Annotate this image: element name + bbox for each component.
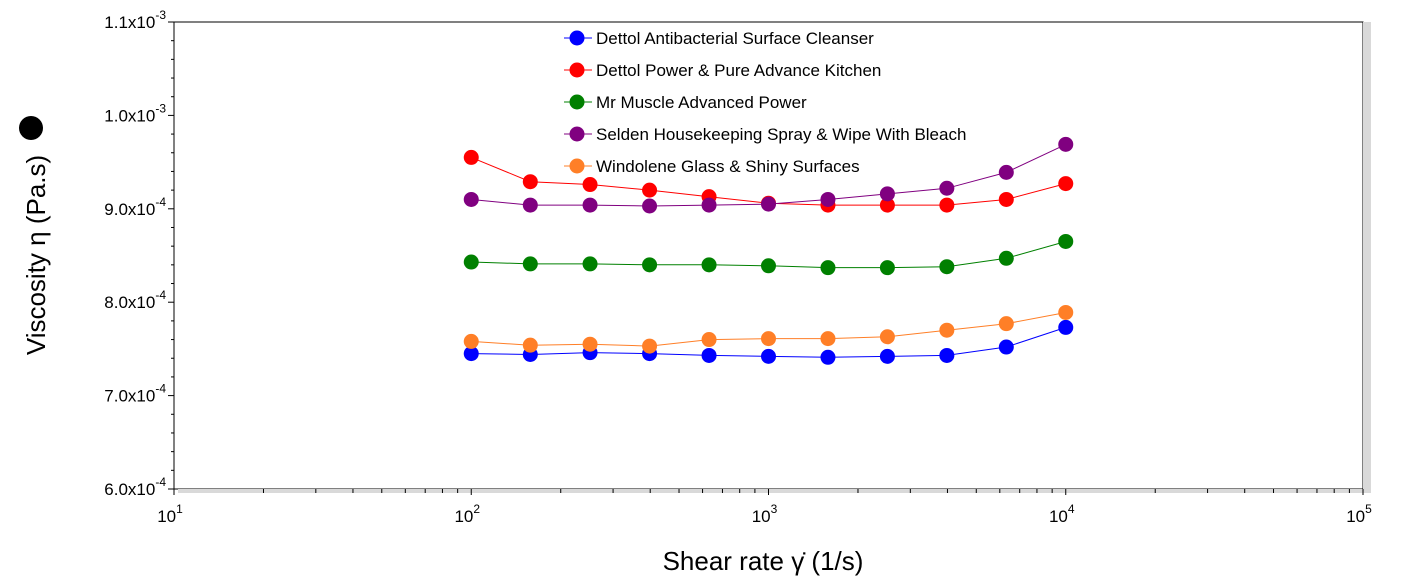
data-point	[761, 258, 776, 274]
x-tick-label: 105	[1346, 502, 1372, 526]
data-point	[463, 191, 479, 207]
y-axis: 6.0x10-4 7.0x10-4 8.0x10-4 9.0x10-4 1.0x10-3…	[104, 8, 174, 499]
legend-marker	[569, 62, 585, 78]
data-point	[879, 197, 895, 213]
data-point	[582, 336, 598, 352]
data-point	[879, 348, 895, 364]
legend: Dettol Antibacterial Surface Cleanser Det…	[564, 29, 966, 176]
series-layer	[463, 136, 1074, 365]
legend-label: Selden Housekeeping Spray & Wipe With Bl…	[596, 125, 966, 144]
data-point	[761, 348, 776, 364]
y-tick-label: 1.1x10-3	[104, 8, 166, 32]
data-point	[998, 191, 1014, 207]
y-tick-label: 7.0x10-4	[104, 382, 166, 406]
legend-label: Mr Muscle Advanced Power	[596, 93, 807, 112]
data-point	[820, 260, 836, 276]
data-point	[463, 333, 479, 349]
legend-item: Dettol Power & Pure Advance Kitchen	[564, 61, 881, 80]
plot-shadow-right	[1363, 22, 1371, 489]
data-point	[879, 186, 895, 202]
x-tick-label: 102	[454, 502, 480, 526]
data-point	[522, 256, 538, 272]
data-point	[939, 322, 955, 338]
data-point	[998, 250, 1014, 266]
legend-label: Windolene Glass & Shiny Surfaces	[596, 157, 860, 176]
data-point	[1058, 319, 1074, 335]
data-point	[939, 347, 955, 363]
legend-marker	[569, 30, 585, 46]
y-tick-label: 9.0x10-4	[104, 195, 166, 219]
data-point	[642, 182, 658, 198]
legend-marker	[569, 126, 585, 142]
series	[463, 136, 1074, 214]
data-point	[1058, 233, 1074, 249]
data-point	[879, 329, 895, 345]
data-point	[701, 347, 717, 363]
data-point	[463, 254, 479, 270]
data-point	[701, 332, 717, 348]
data-point	[998, 339, 1014, 355]
data-point	[820, 191, 836, 207]
plot-shadow-bottom	[178, 489, 1371, 493]
data-point	[1058, 176, 1074, 192]
legend-marker	[569, 94, 585, 110]
data-point	[522, 337, 538, 353]
data-point	[582, 177, 598, 193]
legend-label: Dettol Antibacterial Surface Cleanser	[596, 29, 874, 48]
legend-label: Dettol Power & Pure Advance Kitchen	[596, 61, 881, 80]
y-axis-title-marker	[19, 116, 43, 140]
y-axis-title-group: Viscosity η (Pa.s)	[19, 116, 51, 355]
legend-item: Dettol Antibacterial Surface Cleanser	[564, 29, 874, 48]
x-tick-label: 103	[752, 502, 778, 526]
series	[463, 304, 1074, 354]
data-point	[998, 164, 1014, 180]
y-tick-label: 1.0x10-3	[104, 101, 166, 125]
data-point	[642, 338, 658, 354]
legend-item: Selden Housekeeping Spray & Wipe With Bl…	[564, 125, 966, 144]
legend-marker	[569, 158, 585, 174]
data-point	[1058, 136, 1074, 152]
data-point	[582, 256, 598, 272]
data-point	[761, 196, 776, 212]
data-point	[463, 346, 479, 362]
legend-item: Mr Muscle Advanced Power	[564, 93, 807, 112]
data-point	[761, 331, 776, 347]
y-axis-title: Viscosity η (Pa.s)	[21, 155, 51, 355]
data-point	[463, 149, 479, 165]
data-point	[642, 198, 658, 214]
data-point	[820, 349, 836, 365]
data-point	[820, 331, 836, 347]
x-axis-title: Shear rate γ̇ (1/s)	[663, 546, 864, 576]
data-point	[522, 197, 538, 213]
x-tick-label: 101	[157, 502, 183, 526]
data-point	[939, 259, 955, 275]
x-tick-label: 104	[1049, 502, 1075, 526]
data-point	[939, 180, 955, 196]
legend-item: Windolene Glass & Shiny Surfaces	[564, 157, 860, 176]
data-point	[701, 257, 717, 273]
data-point	[1058, 304, 1074, 320]
data-point	[998, 316, 1014, 332]
x-axis: 101 102 103 104 105	[157, 489, 1372, 526]
data-point	[522, 174, 538, 190]
data-point	[701, 197, 717, 213]
data-point	[582, 197, 598, 213]
data-point	[939, 197, 955, 213]
y-tick-label: 8.0x10-4	[104, 288, 166, 312]
data-point	[642, 257, 658, 273]
y-tick-label: 6.0x10-4	[104, 475, 166, 499]
data-point	[879, 260, 895, 276]
series	[463, 233, 1074, 276]
